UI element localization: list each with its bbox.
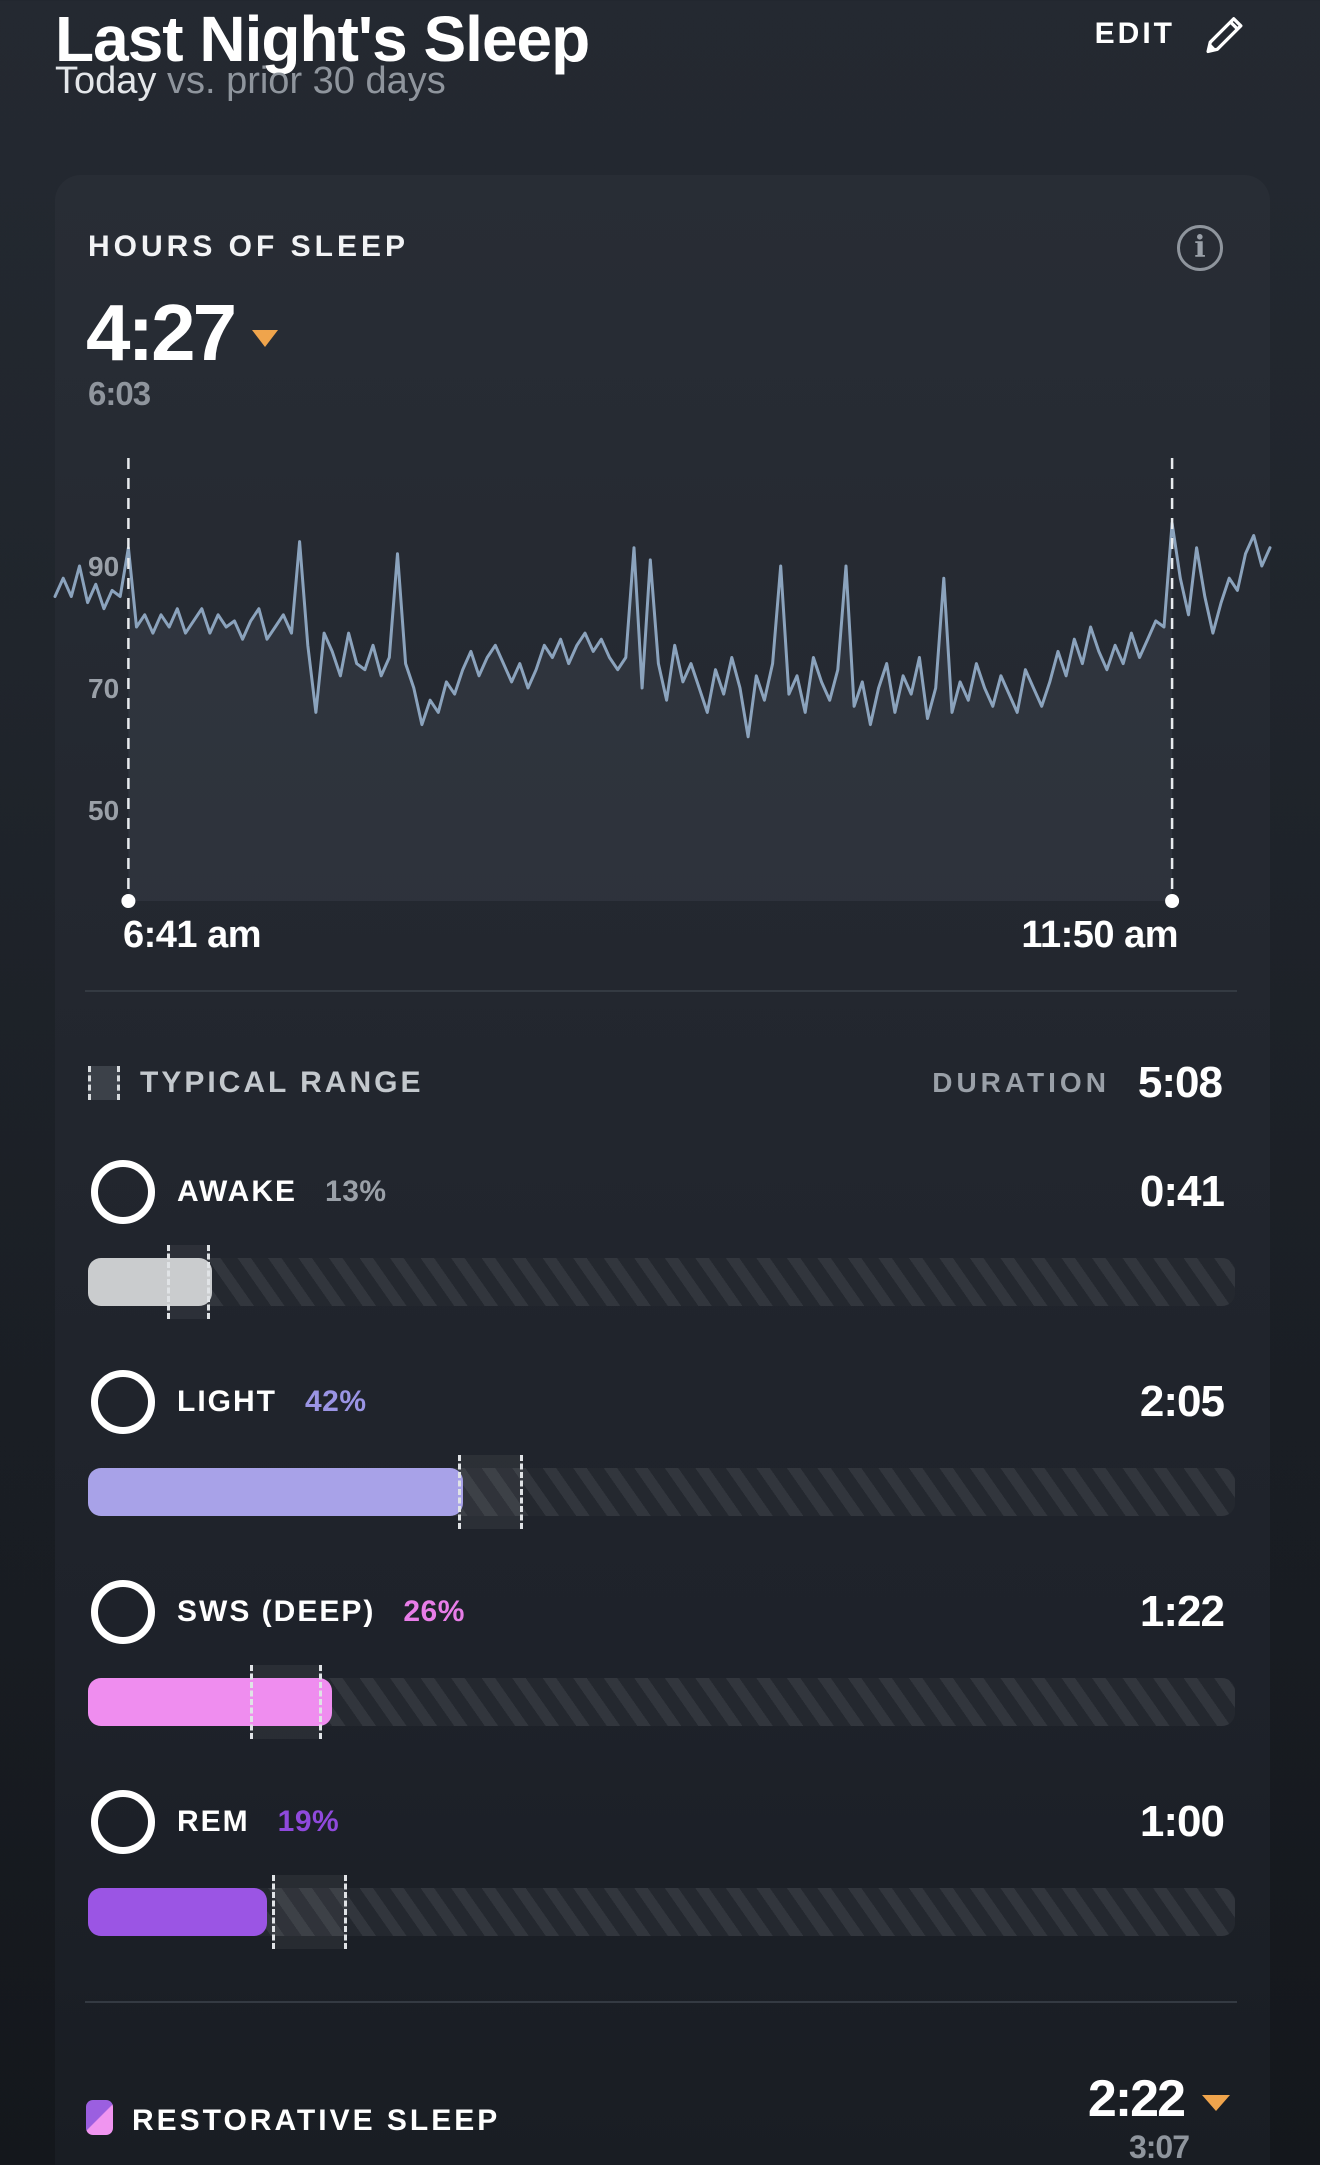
page-title: Last Night's Sleep (55, 3, 590, 75)
metric-value-selector[interactable]: 4:27 (86, 288, 279, 377)
stage-header: LIGHT 42% (177, 1370, 367, 1434)
stage-name: REM (177, 1805, 250, 1838)
comparison-subtitle: Today vs. prior 30 days (55, 60, 446, 103)
stage-duration: 1:00 (1139, 1797, 1225, 1846)
typical-range-marker (167, 1245, 210, 1319)
stage-bar (88, 1678, 333, 1726)
stage-radio-circle[interactable] (91, 1790, 155, 1854)
duration-value: 5:08 (1137, 1058, 1223, 1107)
restorative-sleep-values: 2:22 3:07 (1088, 2073, 1230, 2165)
stage-header: REM 19% (177, 1790, 339, 1854)
stage-percent: 19% (277, 1805, 340, 1838)
wake-time: 11:50 am (1021, 914, 1178, 956)
divider (85, 990, 1237, 992)
duration-label: DURATION (932, 1067, 1110, 1098)
duration-header: DURATION 5:08 (932, 1058, 1223, 1108)
info-icon: i (1194, 230, 1206, 265)
stage-row-light[interactable]: LIGHT 42% 2:05 (88, 1370, 1237, 1545)
svg-text:50: 50 (88, 795, 119, 826)
stage-track (88, 1665, 1235, 1739)
stage-row-rem[interactable]: REM 19% 1:00 (88, 1790, 1237, 1965)
stage-track (88, 1455, 1235, 1529)
sleep-chart-svg: 90 70 50 (53, 458, 1272, 908)
typical-range-marker (458, 1455, 523, 1529)
stage-bar (88, 1888, 267, 1936)
pencil-icon (1206, 17, 1243, 54)
stage-radio-circle[interactable] (91, 1580, 155, 1644)
subtitle-comparison-period: vs. prior 30 days (156, 60, 446, 102)
stage-percent: 26% (403, 1595, 465, 1628)
info-button[interactable]: i (1177, 225, 1223, 271)
stage-header: SWS (DEEP) 26% (177, 1580, 465, 1644)
edit-button-label: EDIT (1094, 17, 1175, 50)
stage-radio-circle[interactable] (91, 1160, 155, 1224)
typical-range-label: TYPICAL RANGE (140, 1066, 424, 1099)
stage-row-sws-deep[interactable]: SWS (DEEP) 26% 1:22 (88, 1580, 1237, 1755)
stage-radio-circle[interactable] (91, 1370, 155, 1434)
subtitle-today: Today (55, 60, 157, 102)
svg-text:70: 70 (88, 673, 119, 704)
heart-rate-chart[interactable]: 90 70 50 6:41 am 11:50 am (53, 430, 1272, 990)
stage-duration: 0:41 (1139, 1167, 1225, 1216)
restorative-value-row: 2:22 (1088, 2073, 1230, 2125)
restorative-sleep-label: RESTORATIVE SLEEP (132, 2104, 501, 2137)
typical-range-marker (249, 1665, 322, 1739)
stage-track (88, 1245, 1235, 1319)
stage-name: LIGHT (177, 1385, 277, 1418)
stage-bar (88, 1258, 212, 1306)
stage-percent: 42% (305, 1385, 367, 1418)
stage-duration: 2:05 (1139, 1377, 1225, 1426)
chevron-down-icon (252, 329, 279, 347)
stage-percent: 13% (325, 1175, 387, 1208)
stage-row-awake[interactable]: AWAKE 13% 0:41 (88, 1160, 1237, 1335)
restorative-sleep-row[interactable]: RESTORATIVE SLEEP 2:22 3:07 (55, 2065, 1270, 2165)
comparison-hours-value: 6:03 (88, 375, 151, 412)
stage-header: AWAKE 13% (177, 1160, 387, 1224)
hours-of-sleep-card: HOURS OF SLEEP i 4:27 6:03 90 70 50 6:41 a… (53, 175, 1272, 2165)
typical-range-swatch-icon (88, 1066, 120, 1100)
stage-bar (88, 1468, 464, 1516)
sleep-start-time: 6:41 am (123, 914, 262, 956)
divider (85, 2001, 1237, 2003)
edit-button[interactable]: EDIT (1095, 10, 1249, 58)
typical-range-fill (458, 1455, 523, 1529)
chevron-down-icon (1202, 2095, 1230, 2111)
hours-of-sleep-value: 4:27 (86, 288, 237, 377)
card-title: HOURS OF SLEEP (88, 230, 410, 263)
typical-range-marker (271, 1875, 348, 1949)
svg-text:90: 90 (88, 551, 119, 582)
restorative-sleep-swatch-icon (86, 2100, 113, 2135)
stage-name: SWS (DEEP) (177, 1595, 376, 1628)
restorative-comparison-value: 3:07 (1128, 2129, 1190, 2165)
typical-range-fill (271, 1875, 348, 1949)
stage-track (88, 1875, 1235, 1949)
stage-name: AWAKE (177, 1175, 298, 1208)
stage-duration: 1:22 (1139, 1587, 1225, 1636)
legend-row: TYPICAL RANGE DURATION 5:08 (88, 1055, 1223, 1111)
restorative-sleep-value: 2:22 (1087, 2070, 1186, 2128)
